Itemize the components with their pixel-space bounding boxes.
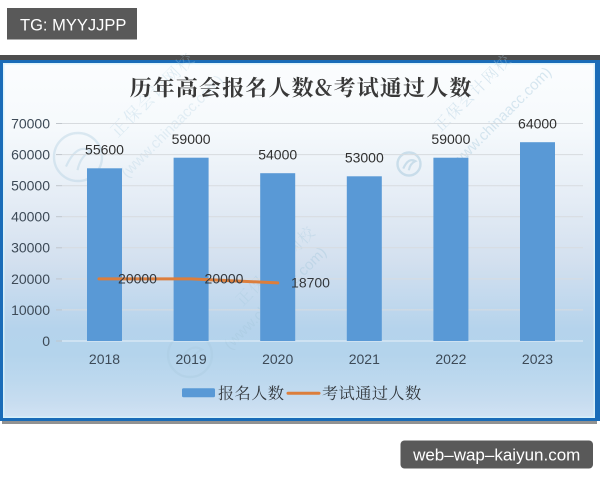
svg-text:64000: 64000 [518,116,557,132]
svg-text:0: 0 [42,333,50,349]
svg-text:18700: 18700 [291,274,330,290]
svg-text:20000: 20000 [205,271,244,287]
svg-text:50000: 50000 [11,178,50,194]
svg-text:20000: 20000 [11,271,50,287]
svg-text:TG: MYYJJPP: TG: MYYJJPP [20,16,126,34]
svg-text:2022: 2022 [435,351,466,367]
svg-text:53000: 53000 [345,150,384,166]
svg-text:20000: 20000 [118,271,157,287]
svg-text:2021: 2021 [349,351,380,367]
svg-text:2023: 2023 [522,351,553,367]
svg-text:59000: 59000 [431,131,470,147]
svg-text:70000: 70000 [11,115,50,131]
svg-text:10000: 10000 [11,302,50,318]
svg-text:54000: 54000 [258,147,297,163]
svg-text:2020: 2020 [262,351,293,367]
svg-text:2019: 2019 [176,351,207,367]
svg-text:55600: 55600 [85,142,124,158]
svg-text:59000: 59000 [172,131,211,147]
svg-text:2018: 2018 [89,351,120,367]
svg-text:40000: 40000 [11,209,50,225]
svg-text:web–wap–kaiyun.com: web–wap–kaiyun.com [412,445,580,464]
svg-text:60000: 60000 [11,147,50,163]
svg-text:30000: 30000 [11,240,50,256]
